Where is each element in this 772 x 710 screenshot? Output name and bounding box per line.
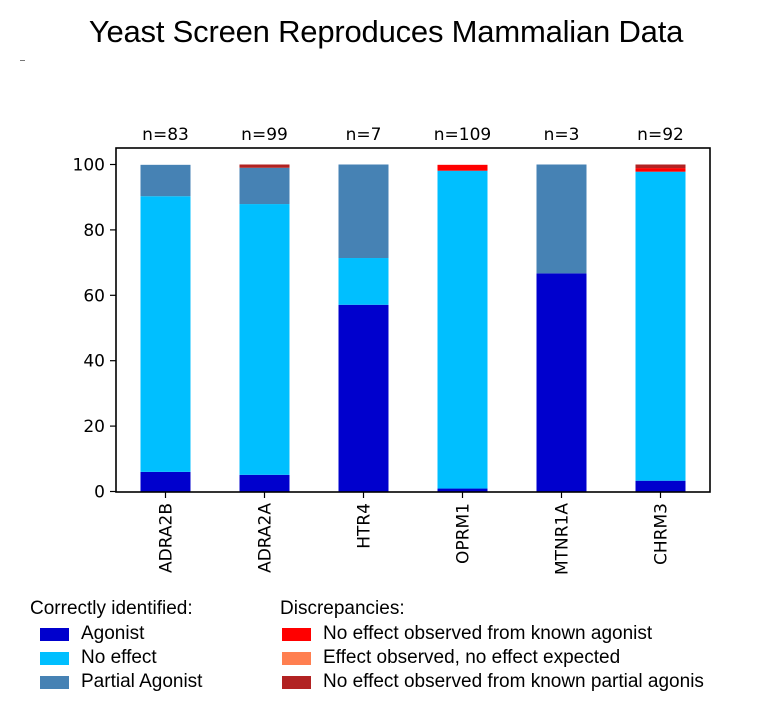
bar-segment-adra2a-partial-agonist xyxy=(239,167,290,205)
bars-layer xyxy=(140,164,686,492)
legend-label-no-effect-known-partial-agonist: No effect observed from known partial ag… xyxy=(323,671,704,692)
bar-segment-htr4-agonist xyxy=(338,304,389,492)
plot-frame xyxy=(115,147,711,493)
legend-item-partial-agonist: Partial Agonist xyxy=(30,670,202,694)
x-tick-label-htr4: HTR4 xyxy=(355,503,375,549)
bar-segment-adra2a-no-effect-observed-from-known-partial-agonis xyxy=(239,164,290,168)
x-tick-label-chrm3: CHRM3 xyxy=(652,503,672,565)
count-label-htr4: n=7 xyxy=(346,125,382,145)
legend-correct-title: Correctly identified: xyxy=(30,598,193,619)
bar-segment-adra2b-agonist xyxy=(140,471,191,492)
bar-segment-adra2a-no-effect xyxy=(239,204,290,475)
bar-segment-chrm3-no-effect-observed-from-known-agonist xyxy=(635,168,686,172)
y-tick-label: 60 xyxy=(83,286,105,306)
legend-swatch-no-effect-known-partial-agonist xyxy=(282,675,311,689)
legend-label-no-effect-known-agonist: No effect observed from known agonist xyxy=(323,623,653,644)
count-label-chrm3: n=92 xyxy=(637,125,684,145)
bar-segment-chrm3-no-effect xyxy=(635,171,686,481)
x-tick-label-adra2b: ADRA2B xyxy=(157,503,177,573)
bar-segment-adra2b-partial-agonist xyxy=(140,164,191,197)
legend-discrepancies-title: Discrepancies: xyxy=(280,598,405,619)
bar-segment-chrm3-no-effect-observed-from-known-partial-agonis xyxy=(635,164,686,169)
x-tick-label-mtnr1a: MTNR1A xyxy=(553,503,573,575)
count-label-adra2a: n=99 xyxy=(241,125,288,145)
legend-label-effect-no-effect-expected: Effect observed, no effect expected xyxy=(323,647,621,668)
y-tick-label: 100 xyxy=(73,156,105,176)
legend-swatch-effect-no-effect-expected xyxy=(282,651,311,665)
bar-segment-adra2a-agonist xyxy=(239,474,290,492)
bar-segment-htr4-no-effect xyxy=(338,258,389,305)
legend-swatch-agonist xyxy=(40,627,69,641)
legend-swatch-no-effect xyxy=(40,651,69,665)
bar-segment-oprm1-agonist xyxy=(437,488,488,492)
bar-segment-oprm1-no-effect-observed-from-known-agonist xyxy=(437,164,488,171)
stray-mark xyxy=(20,60,25,61)
count-label-adra2b: n=83 xyxy=(142,125,189,145)
y-tick-label: 80 xyxy=(83,221,105,241)
legend-correct: Correctly identified: Agonist No effect … xyxy=(30,597,202,694)
axis-layer: ADRA2B n=83 ADRA2A n=99 HTR4 n=7 OPRM1 n=109 MTN… xyxy=(73,125,684,575)
y-tick-label: 40 xyxy=(83,352,105,372)
bar-segment-adra2b-no-effect xyxy=(140,196,191,472)
legend-label-partial-agonist: Partial Agonist xyxy=(81,671,203,692)
count-label-oprm1: n=109 xyxy=(434,125,491,145)
legend-discrepancies: Discrepancies: No effect observed from k… xyxy=(280,597,772,694)
stacked-bar-chart: ADRA2B n=83 ADRA2A n=99 HTR4 n=7 OPRM1 n=109 MTN… xyxy=(73,125,711,575)
bar-segment-htr4-partial-agonist xyxy=(338,164,389,259)
legend-item-no-effect-known-agonist: No effect observed from known agonist xyxy=(280,622,772,646)
legend-label-agonist: Agonist xyxy=(81,623,145,644)
page-title: Yeast Screen Reproduces Mammalian Data xyxy=(88,14,684,49)
bar-segment-chrm3-agonist xyxy=(635,480,686,492)
y-tick-label: 20 xyxy=(83,417,105,437)
x-tick-label-oprm1: OPRM1 xyxy=(454,503,474,564)
y-tick-label: 0 xyxy=(94,483,105,503)
legend-item-no-effect: No effect xyxy=(30,646,202,670)
legend-swatch-partial-agonist xyxy=(40,675,69,689)
legend-item-effect-no-effect-expected: Effect observed, no effect expected xyxy=(280,646,772,670)
bar-segment-mtnr1a-partial-agonist xyxy=(536,164,587,274)
count-label-mtnr1a: n=3 xyxy=(544,125,580,145)
legend-item-no-effect-known-partial-agonist: No effect observed from known partial ag… xyxy=(280,670,772,694)
legend-swatch-no-effect-known-agonist xyxy=(282,627,311,641)
legend-label-no-effect: No effect xyxy=(81,647,157,668)
x-tick-label-adra2a: ADRA2A xyxy=(256,503,276,573)
bar-segment-mtnr1a-agonist xyxy=(536,273,587,492)
legend-item-agonist: Agonist xyxy=(30,622,202,646)
bar-segment-oprm1-no-effect xyxy=(437,170,488,489)
